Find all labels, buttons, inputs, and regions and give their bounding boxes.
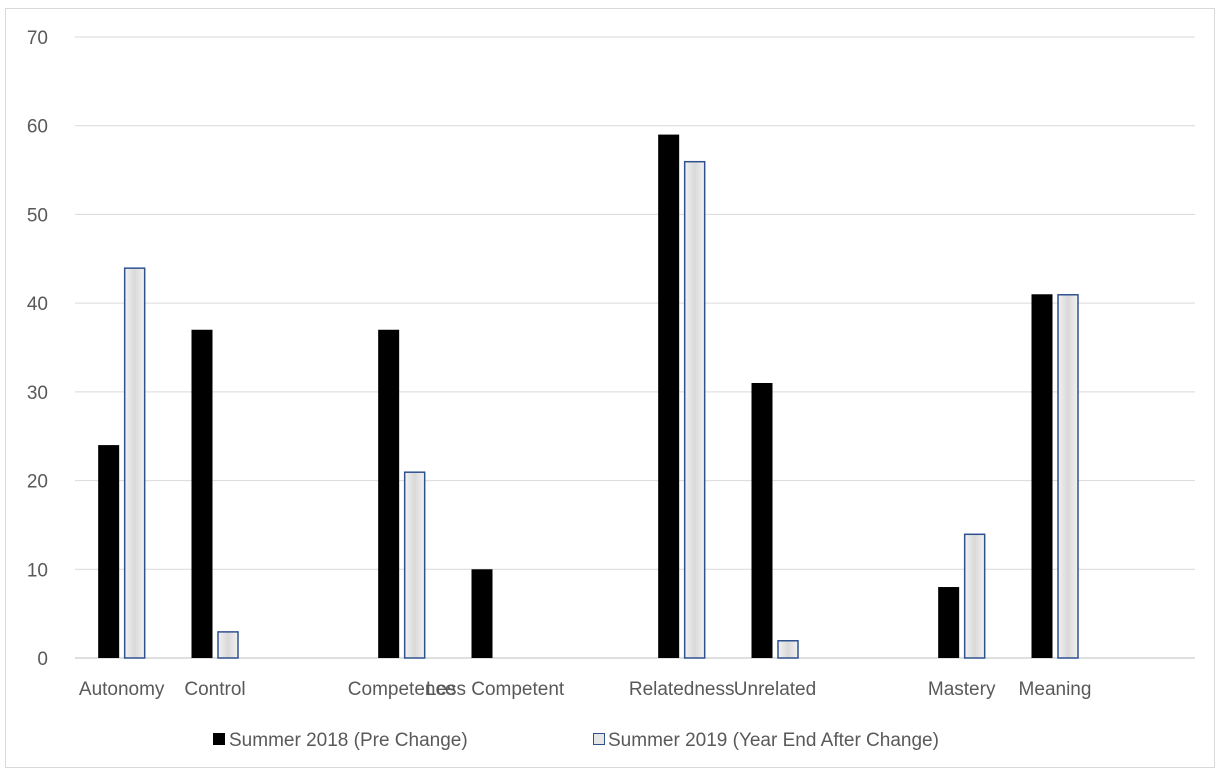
bar-summer-2018-mastery	[938, 587, 960, 658]
bar-summer-2019-autonomy	[123, 267, 146, 659]
y-tick-label: 60	[27, 117, 48, 138]
bar-summer-2019-control	[217, 631, 239, 659]
y-tick-label: 0	[37, 649, 48, 670]
bar-summer-2019-meaning	[1057, 294, 1079, 659]
legend-swatch-summer-2019	[593, 733, 605, 745]
bar-summer-2018-less-competent	[471, 569, 493, 658]
x-tick-label-autonomy: Autonomy	[79, 679, 165, 700]
x-tick-label-meaning: Meaning	[1019, 679, 1092, 700]
legend-swatch-summer-2018	[213, 733, 225, 745]
y-tick-label: 30	[27, 383, 48, 404]
y-tick-label: 20	[27, 472, 48, 493]
y-axis-ticks: 0 10 20 30 40 50 60 70	[27, 28, 48, 670]
legend-label-summer-2018: Summer 2018 (Pre Change)	[229, 730, 468, 751]
bar-summer-2019-mastery	[963, 533, 986, 659]
x-tick-label-competence: Competence	[348, 679, 456, 700]
bar-summer-2018-autonomy	[98, 445, 120, 658]
y-tick-label: 40	[27, 294, 48, 315]
x-tick-label-control: Control	[184, 679, 245, 700]
x-tick-label-relatedness: Relatedness	[629, 679, 735, 700]
bar-summer-2019-relatedness	[683, 160, 706, 659]
bar-summer-2018-relatedness	[658, 134, 680, 659]
bar-summer-2018-meaning	[1031, 294, 1053, 658]
chart-frame	[5, 8, 1215, 768]
x-tick-label-mastery: Mastery	[928, 679, 996, 700]
bar-summer-2019-unrelated	[777, 640, 799, 659]
x-tick-label-less-competent: Less Competent	[426, 679, 565, 700]
bar-summer-2018-unrelated	[751, 382, 773, 658]
bars	[98, 134, 1079, 659]
y-tick-label: 10	[27, 560, 48, 581]
gridlines	[75, 36, 1195, 659]
bar-summer-2018-competence	[378, 329, 400, 658]
y-tick-label: 70	[27, 28, 48, 49]
bar-summer-2018-control	[191, 329, 213, 658]
y-tick-label: 50	[27, 205, 48, 226]
x-tick-label-unrelated: Unrelated	[734, 679, 816, 700]
bar-summer-2019-competence	[403, 471, 426, 659]
legend-label-summer-2019: Summer 2019 (Year End After Change)	[608, 730, 939, 751]
legend: Summer 2018 (Pre Change) Summer 2019 (Yea…	[213, 730, 939, 751]
